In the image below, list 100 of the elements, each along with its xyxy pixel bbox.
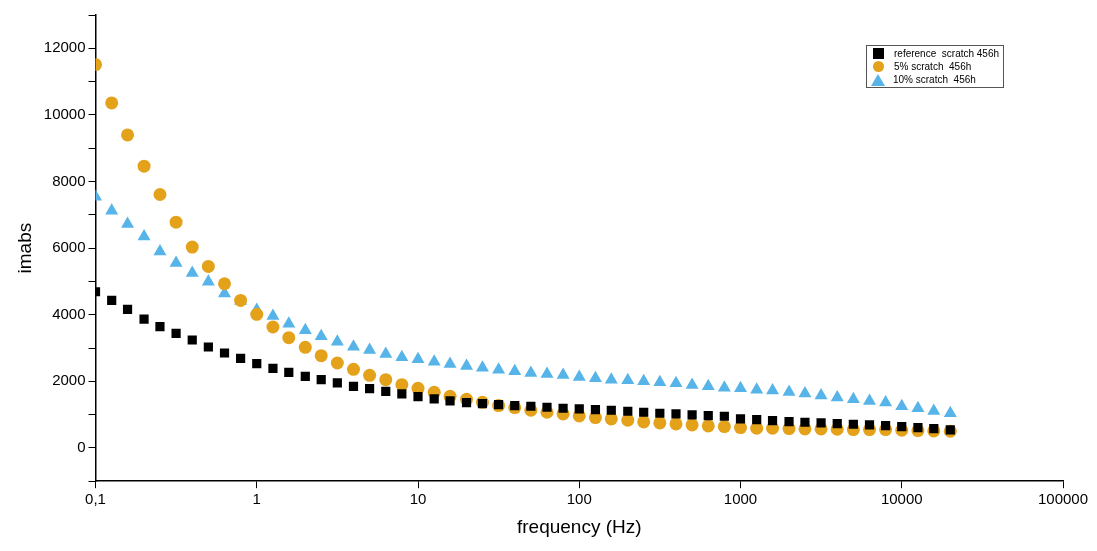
point — [846, 391, 860, 404]
point — [300, 371, 310, 381]
point — [784, 417, 794, 427]
y-tick-label: 4000 — [52, 304, 86, 322]
point — [105, 96, 119, 110]
point — [735, 414, 746, 424]
point — [252, 359, 262, 369]
point — [460, 358, 474, 370]
point — [895, 398, 909, 411]
point — [346, 339, 360, 351]
point — [330, 334, 344, 346]
y-tick-label: 0 — [77, 438, 86, 456]
point — [814, 388, 828, 400]
point — [381, 386, 391, 396]
point — [314, 328, 328, 341]
point — [316, 375, 326, 385]
y-axis-title: imabs — [13, 222, 35, 274]
x-tick-label: 0,1 — [85, 490, 106, 508]
point — [734, 380, 747, 393]
point — [685, 377, 699, 389]
point — [623, 406, 633, 416]
point — [475, 360, 489, 372]
point — [121, 128, 135, 142]
point — [397, 389, 407, 399]
point — [201, 259, 215, 273]
point — [542, 402, 552, 412]
point — [365, 384, 375, 394]
point — [621, 372, 635, 385]
point — [540, 366, 554, 378]
point — [282, 331, 296, 345]
legend-label: 5% scratch 456h — [894, 60, 972, 73]
point — [863, 393, 876, 405]
point — [155, 322, 165, 332]
legend-label: 10% scratch 456h — [893, 73, 976, 86]
point — [203, 342, 213, 352]
point — [717, 420, 731, 434]
point — [782, 384, 796, 396]
point — [800, 417, 810, 427]
point — [218, 277, 232, 291]
point — [830, 390, 844, 402]
point — [187, 335, 197, 345]
point — [687, 410, 697, 420]
point — [219, 348, 230, 358]
point — [330, 356, 344, 370]
point — [153, 187, 167, 201]
point — [185, 265, 199, 277]
point — [572, 369, 586, 381]
x-tick-label: 10000 — [880, 490, 923, 508]
point — [911, 400, 925, 413]
point — [395, 349, 409, 362]
point — [606, 405, 616, 415]
point — [169, 215, 183, 229]
y-tick-label: 6000 — [52, 238, 86, 256]
point — [492, 362, 506, 374]
point — [107, 295, 117, 305]
point — [139, 314, 149, 324]
point — [913, 422, 923, 433]
legend-label: reference scratch 456h — [894, 47, 1000, 60]
point — [314, 349, 328, 363]
point — [298, 340, 312, 354]
point — [413, 392, 423, 402]
point — [604, 372, 618, 384]
point — [461, 398, 472, 408]
point — [671, 409, 681, 419]
point — [508, 363, 522, 376]
point — [848, 419, 858, 429]
point — [526, 401, 536, 411]
point — [752, 415, 762, 425]
point — [105, 203, 119, 215]
x-tick-label: 100 — [566, 490, 592, 508]
point — [282, 316, 296, 328]
point — [639, 407, 649, 417]
point — [427, 354, 441, 366]
x-axis-title: frequency (Hz) — [516, 515, 642, 537]
point — [717, 380, 731, 392]
point — [655, 408, 665, 418]
point — [121, 216, 135, 228]
point — [298, 322, 312, 335]
point — [701, 419, 715, 433]
point — [927, 403, 941, 415]
point — [201, 274, 215, 286]
point — [897, 421, 907, 432]
point — [443, 356, 457, 368]
point — [379, 373, 393, 387]
point — [236, 353, 246, 363]
point — [798, 386, 812, 398]
point — [348, 381, 359, 391]
point — [346, 362, 360, 376]
point — [832, 419, 842, 429]
point — [137, 159, 151, 173]
point — [429, 394, 439, 404]
point — [153, 243, 167, 256]
point — [943, 405, 957, 418]
point — [653, 374, 667, 387]
point — [590, 405, 601, 415]
point — [669, 375, 683, 388]
point — [750, 382, 764, 394]
point — [284, 367, 294, 377]
point — [766, 383, 780, 395]
point — [171, 328, 181, 338]
